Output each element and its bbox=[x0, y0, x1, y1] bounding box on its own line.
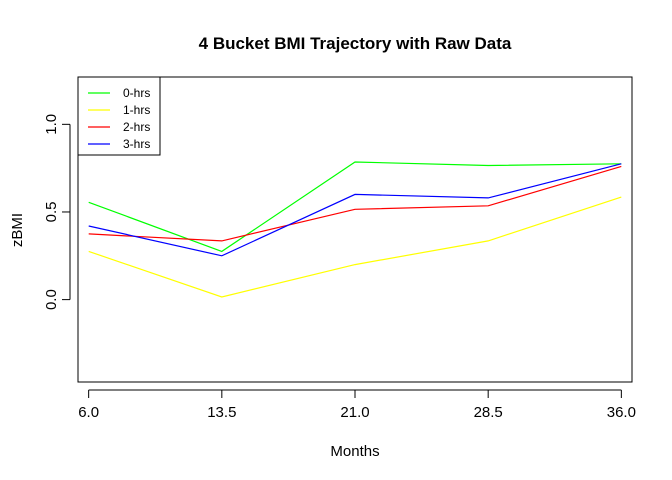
chart-title: 4 Bucket BMI Trajectory with Raw Data bbox=[199, 34, 512, 53]
y-tick-label: 1.0 bbox=[43, 114, 60, 135]
y-axis-label: zBMI bbox=[9, 213, 26, 247]
x-axis: 6.0 13.5 21.0 28.5 36.0 bbox=[78, 389, 636, 421]
series-line-0-hrs bbox=[88, 161, 622, 253]
series-line-3-hrs bbox=[88, 163, 622, 257]
x-tick-label: 6.0 bbox=[78, 404, 99, 421]
legend-box bbox=[77, 76, 161, 156]
y-tick-label: 0.5 bbox=[43, 202, 60, 223]
series-line-1-hrs bbox=[88, 196, 622, 298]
y-tick-label: 0.0 bbox=[43, 289, 60, 310]
x-tick-label: 21.0 bbox=[340, 404, 369, 421]
legend-label: 0-hrs bbox=[123, 86, 150, 100]
y-axis: 0.0 0.5 1.0 bbox=[43, 114, 71, 310]
x-axis-label: Months bbox=[330, 443, 379, 460]
legend-label: 2-hrs bbox=[123, 120, 150, 134]
legend: 0-hrs 1-hrs 2-hrs 3-hrs bbox=[77, 76, 161, 156]
series-lines bbox=[88, 161, 622, 298]
legend-label: 3-hrs bbox=[123, 137, 150, 151]
plot-frame bbox=[77, 76, 633, 383]
series-line-2-hrs bbox=[88, 165, 622, 242]
x-tick-label: 36.0 bbox=[607, 404, 636, 421]
x-tick-label: 28.5 bbox=[474, 404, 503, 421]
x-tick-label: 13.5 bbox=[207, 404, 236, 421]
legend-label: 1-hrs bbox=[123, 103, 150, 117]
